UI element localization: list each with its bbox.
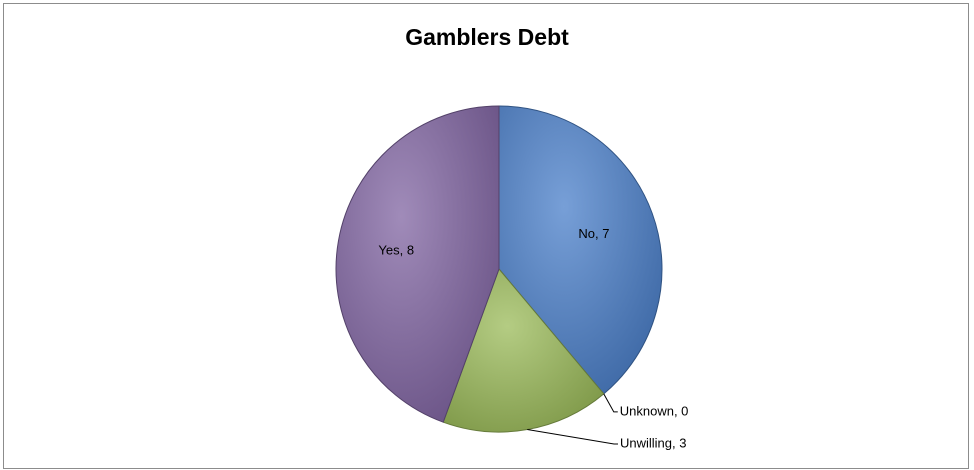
pie-slice-unwilling (442, 268, 605, 433)
pie-slice-yes (335, 105, 500, 423)
pie-slice-no (498, 105, 663, 395)
leader-line-unwilling (527, 429, 618, 445)
pie-chart: No, 7 Unknown, 0 Unwilling, 3 Yes, 8 (335, 105, 689, 450)
leader-line-unknown (603, 393, 618, 413)
data-label-yes: Yes, 8 (378, 242, 414, 257)
data-label-no: No, 7 (578, 226, 609, 241)
data-label-unwilling: Unwilling, 3 (620, 435, 686, 450)
data-label-unknown: Unknown, 0 (620, 403, 689, 418)
chart-title: Gamblers Debt (405, 24, 569, 50)
chart-area: Gamblers Debt No, 7 Unknown, 0 Unwilling, … (3, 3, 969, 469)
